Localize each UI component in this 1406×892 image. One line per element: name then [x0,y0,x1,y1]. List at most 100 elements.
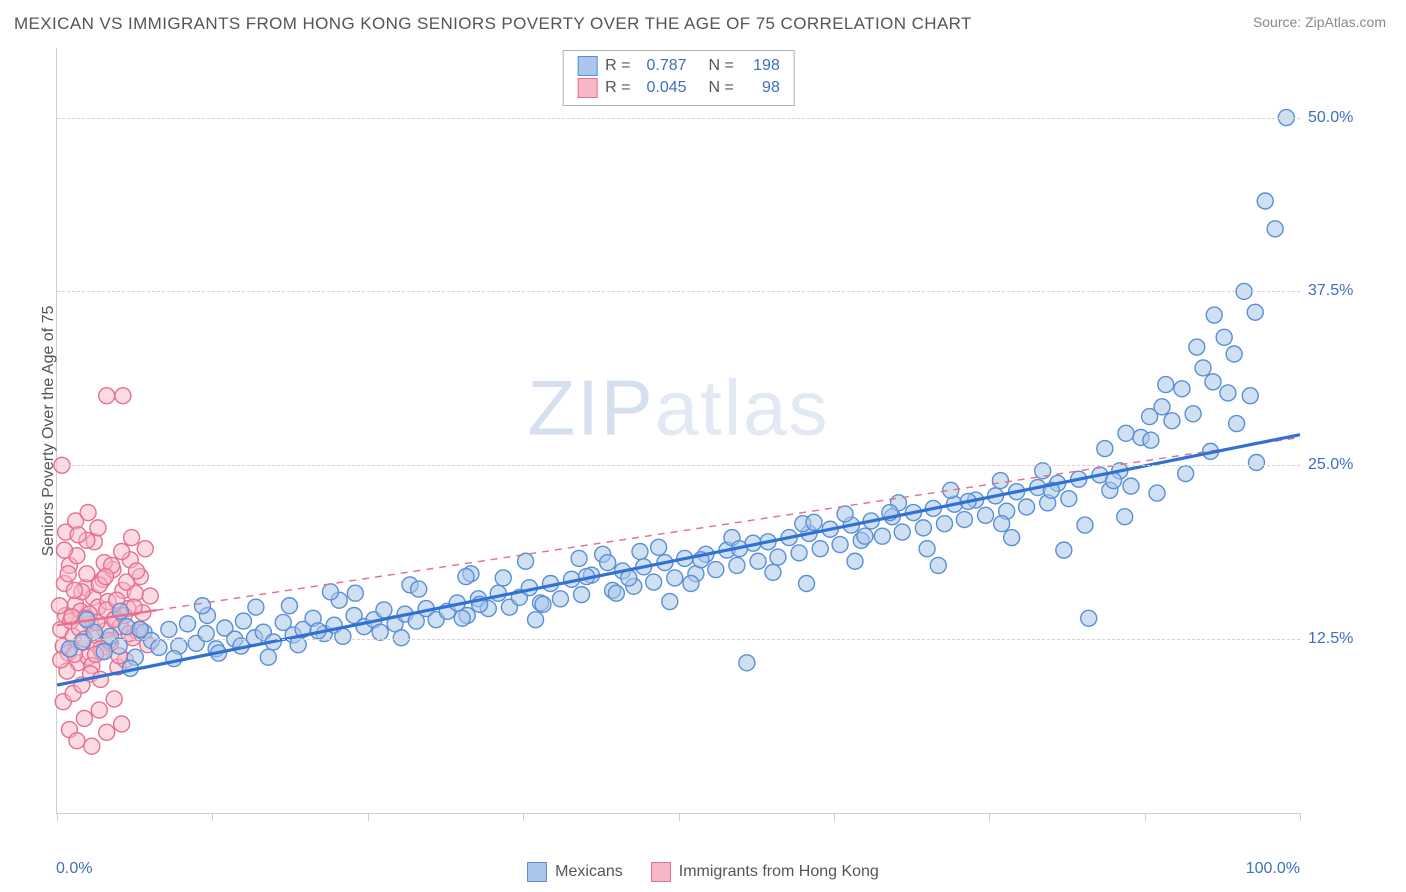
scatter-point [874,528,890,544]
scatter-point [1004,530,1020,546]
scatter-point [799,576,815,592]
scatter-point [1056,542,1072,558]
x-tick [989,813,990,821]
r-label: R = [605,77,630,99]
scatter-point [600,555,616,571]
y-tick-label: 37.5% [1308,282,1378,300]
scatter-point [1158,377,1174,393]
scatter-point [393,630,409,646]
scatter-point [495,570,511,586]
scatter-point [1081,610,1097,626]
scatter-point [847,553,863,569]
x-tick [57,813,58,821]
correlation-stats-box: R = 0.787 N = 198 R = 0.045 N = 98 [562,50,795,106]
scatter-point [1267,221,1283,237]
source-link[interactable]: ZipAtlas.com [1305,14,1386,30]
stats-row-hongkong: R = 0.045 N = 98 [577,77,780,99]
scatter-point [132,621,148,637]
scatter-point [667,570,683,586]
scatter-point [114,716,130,732]
scatter-point [129,563,145,579]
scatter-point [1226,346,1242,362]
y-tick-label: 25.0% [1308,456,1378,474]
r-value-hongkong: 0.045 [639,77,695,99]
scatter-point [894,524,910,540]
legend-swatch-hongkong [651,862,671,882]
scatter-point [651,539,667,555]
scatter-point [535,596,551,612]
x-tick [1145,813,1146,821]
scatter-point [1195,360,1211,376]
scatter-point [1205,374,1221,390]
legend-label-hongkong: Immigrants from Hong Kong [679,863,879,881]
trend-line [57,435,1300,685]
scatter-point [56,542,72,558]
x-tick [679,813,680,821]
n-value-mexicans: 198 [742,55,780,77]
scatter-point [161,621,177,637]
scatter-point [142,588,158,604]
scatter-point [1149,485,1165,501]
header: MEXICAN VS IMMIGRANTS FROM HONG KONG SEN… [0,0,1406,40]
scatter-point [347,585,363,601]
scatter-point [915,520,931,536]
scatter-point [765,564,781,580]
swatch-hongkong [577,78,597,98]
scatter-point [956,512,972,528]
scatter-point [1185,406,1201,422]
scatter-point [111,638,127,654]
scatter-point [750,553,766,569]
scatter-point [124,530,140,546]
source-attribution: Source: ZipAtlas.com [1253,14,1386,30]
scatter-point [857,528,873,544]
scatter-point [978,507,994,523]
scatter-point [812,541,828,557]
scatter-point [454,610,470,626]
x-tick [523,813,524,821]
scatter-point [1077,517,1093,533]
scatter-point [937,516,953,532]
scatter-point [99,388,115,404]
gridline [57,118,1300,119]
scatter-point [632,544,648,560]
scatter-point [552,591,568,607]
gridline [57,639,1300,640]
scatter-point [1061,491,1077,507]
scatter-point [1242,388,1258,404]
scatter-point [114,544,130,560]
scatter-point [90,520,106,536]
scatter-point [1178,466,1194,482]
scatter-point [411,581,427,597]
scatter-point [1123,478,1139,494]
swatch-mexicans [577,56,597,76]
chart-title: MEXICAN VS IMMIGRANTS FROM HONG KONG SEN… [14,14,972,34]
scatter-point [1247,304,1263,320]
legend-swatch-mexicans [527,862,547,882]
scatter-point [1143,432,1159,448]
x-tick [368,813,369,821]
scatter-point [1248,454,1264,470]
scatter-point [1142,409,1158,425]
scatter-point [943,482,959,498]
scatter-point [528,612,544,628]
scatter-point [1117,509,1133,525]
y-axis-label: Seniors Poverty Over the Age of 75 [40,305,58,556]
r-label: R = [605,55,630,77]
scatter-svg [57,48,1300,813]
scatter-point [322,584,338,600]
n-label: N = [709,55,734,77]
scatter-point [79,566,95,582]
chart-container: Seniors Poverty Over the Age of 75 ZIPat… [14,48,1386,844]
scatter-point [1220,385,1236,401]
scatter-point [646,574,662,590]
x-tick [212,813,213,821]
scatter-point [791,545,807,561]
scatter-point [80,505,96,521]
scatter-point [1097,441,1113,457]
scatter-point [930,557,946,573]
scatter-point [91,702,107,718]
scatter-point [84,738,100,754]
scatter-point [919,541,935,557]
scatter-point [376,602,392,618]
scatter-point [608,585,624,601]
